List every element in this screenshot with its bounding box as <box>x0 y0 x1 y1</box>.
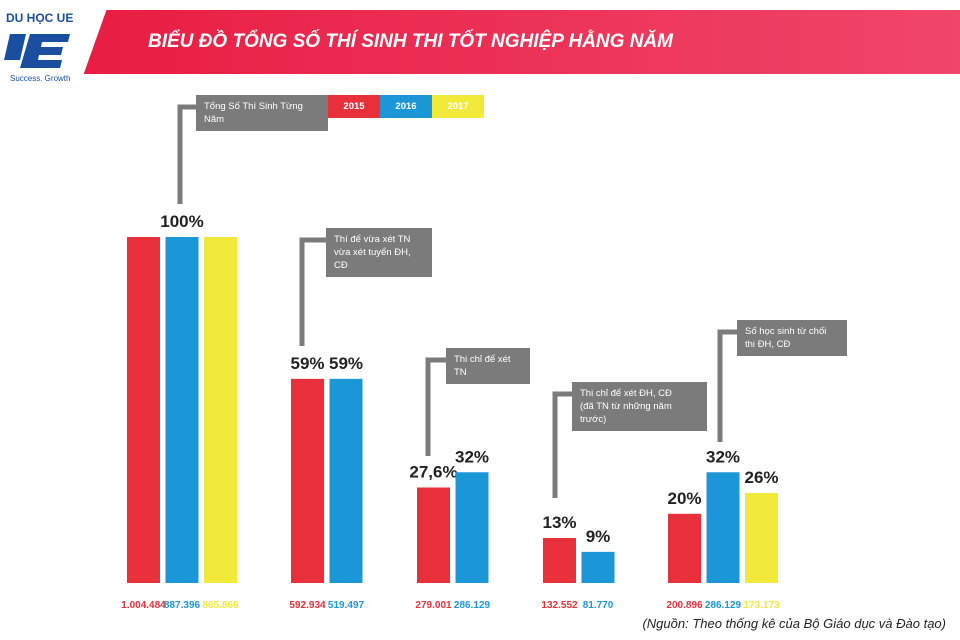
value-label: 20% <box>667 489 701 508</box>
count-label: 887.396 <box>164 600 201 611</box>
slogan: Success. Growth <box>10 74 70 83</box>
header-band <box>0 10 960 74</box>
count-label: 200.896 <box>666 600 703 611</box>
legend-entry: 2015 <box>328 95 380 118</box>
value-label: 9% <box>586 527 611 546</box>
value-label: 32% <box>706 447 740 466</box>
bar <box>455 472 489 583</box>
count-label: 173.173 <box>743 600 780 611</box>
bar <box>668 513 701 583</box>
callout: Thi chỉ để xét TN <box>446 348 530 384</box>
source: (Nguồn: Theo thống kê của Bộ Giáo dục và… <box>642 616 946 631</box>
callout: Thi chỉ để xét ĐH, CĐ (đã TN từ những nă… <box>572 382 707 431</box>
value-label: 26% <box>744 468 778 487</box>
bar <box>745 493 778 583</box>
bar <box>291 378 324 583</box>
count-label: 286.129 <box>705 600 742 611</box>
logo-mark <box>4 34 70 68</box>
bar <box>165 237 199 583</box>
value-label: 27,6% <box>409 463 457 482</box>
value-label: 32% <box>455 447 489 466</box>
value-label: 59% <box>329 354 363 373</box>
count-label: 865.866 <box>202 600 239 611</box>
brand: DU HỌC UE <box>6 11 73 25</box>
value-label: 59% <box>290 354 324 373</box>
bar <box>417 487 450 583</box>
callout-connector <box>717 329 737 442</box>
callout-connector <box>425 357 446 456</box>
chart-title: BIỂU ĐỒ TỔNG SỐ THÍ SINH THI TỐT NGHIỆP … <box>148 30 674 52</box>
bar <box>706 472 740 583</box>
callout: Tổng Số Thí Sinh Từng Năm <box>196 95 328 131</box>
bar <box>127 237 160 583</box>
count-label: 279.001 <box>415 600 452 611</box>
callout-connector <box>552 391 572 498</box>
callout-connector <box>177 104 196 204</box>
bar <box>581 551 615 583</box>
bar <box>204 237 237 583</box>
count-label: 286.129 <box>454 600 491 611</box>
callout: Thí để vừa xét TN vừa xét tuyển ĐH, CĐ <box>326 228 432 277</box>
legend-entry: 2016 <box>380 95 432 118</box>
callout: Số học sinh từ chối thi ĐH, CĐ <box>737 320 847 356</box>
value-label: 13% <box>542 513 576 532</box>
value-label: 100% <box>160 212 203 231</box>
callout-connector <box>299 237 326 346</box>
bar <box>329 378 363 583</box>
count-label: 132.552 <box>541 600 578 611</box>
count-label: 592.934 <box>289 600 326 611</box>
legend-entry: 2017 <box>432 95 484 118</box>
count-label: 519.497 <box>328 600 365 611</box>
bar <box>543 538 576 583</box>
count-label: 1.004.484 <box>121 600 166 611</box>
count-label: 81.770 <box>583 600 614 611</box>
